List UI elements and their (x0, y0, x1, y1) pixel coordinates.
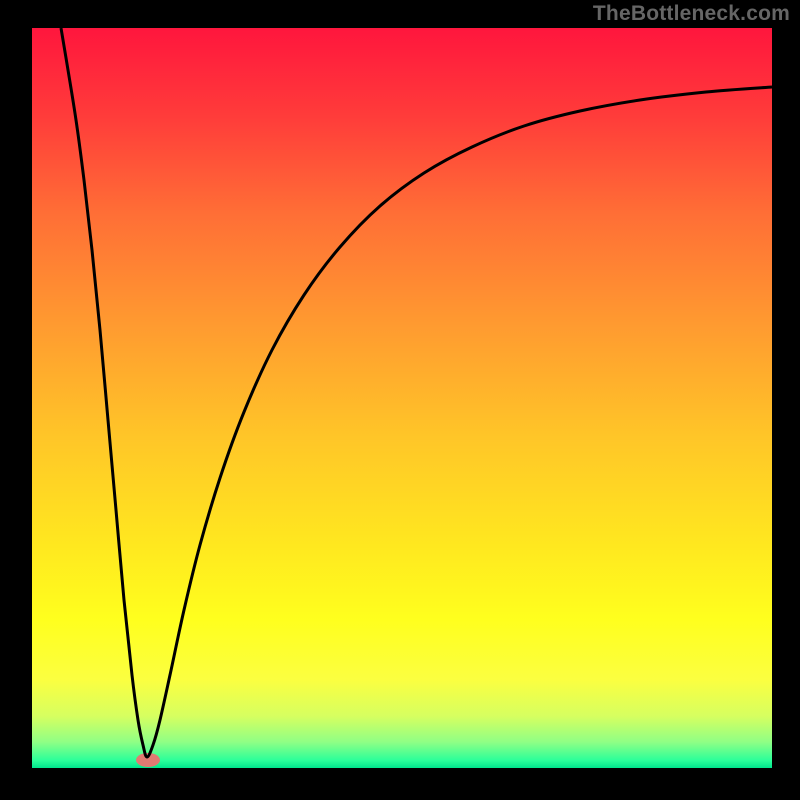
plot-area (32, 28, 772, 768)
bottleneck-chart (0, 0, 800, 800)
watermark-text: TheBottleneck.com (593, 2, 790, 26)
chart-container: TheBottleneck.com (0, 0, 800, 800)
